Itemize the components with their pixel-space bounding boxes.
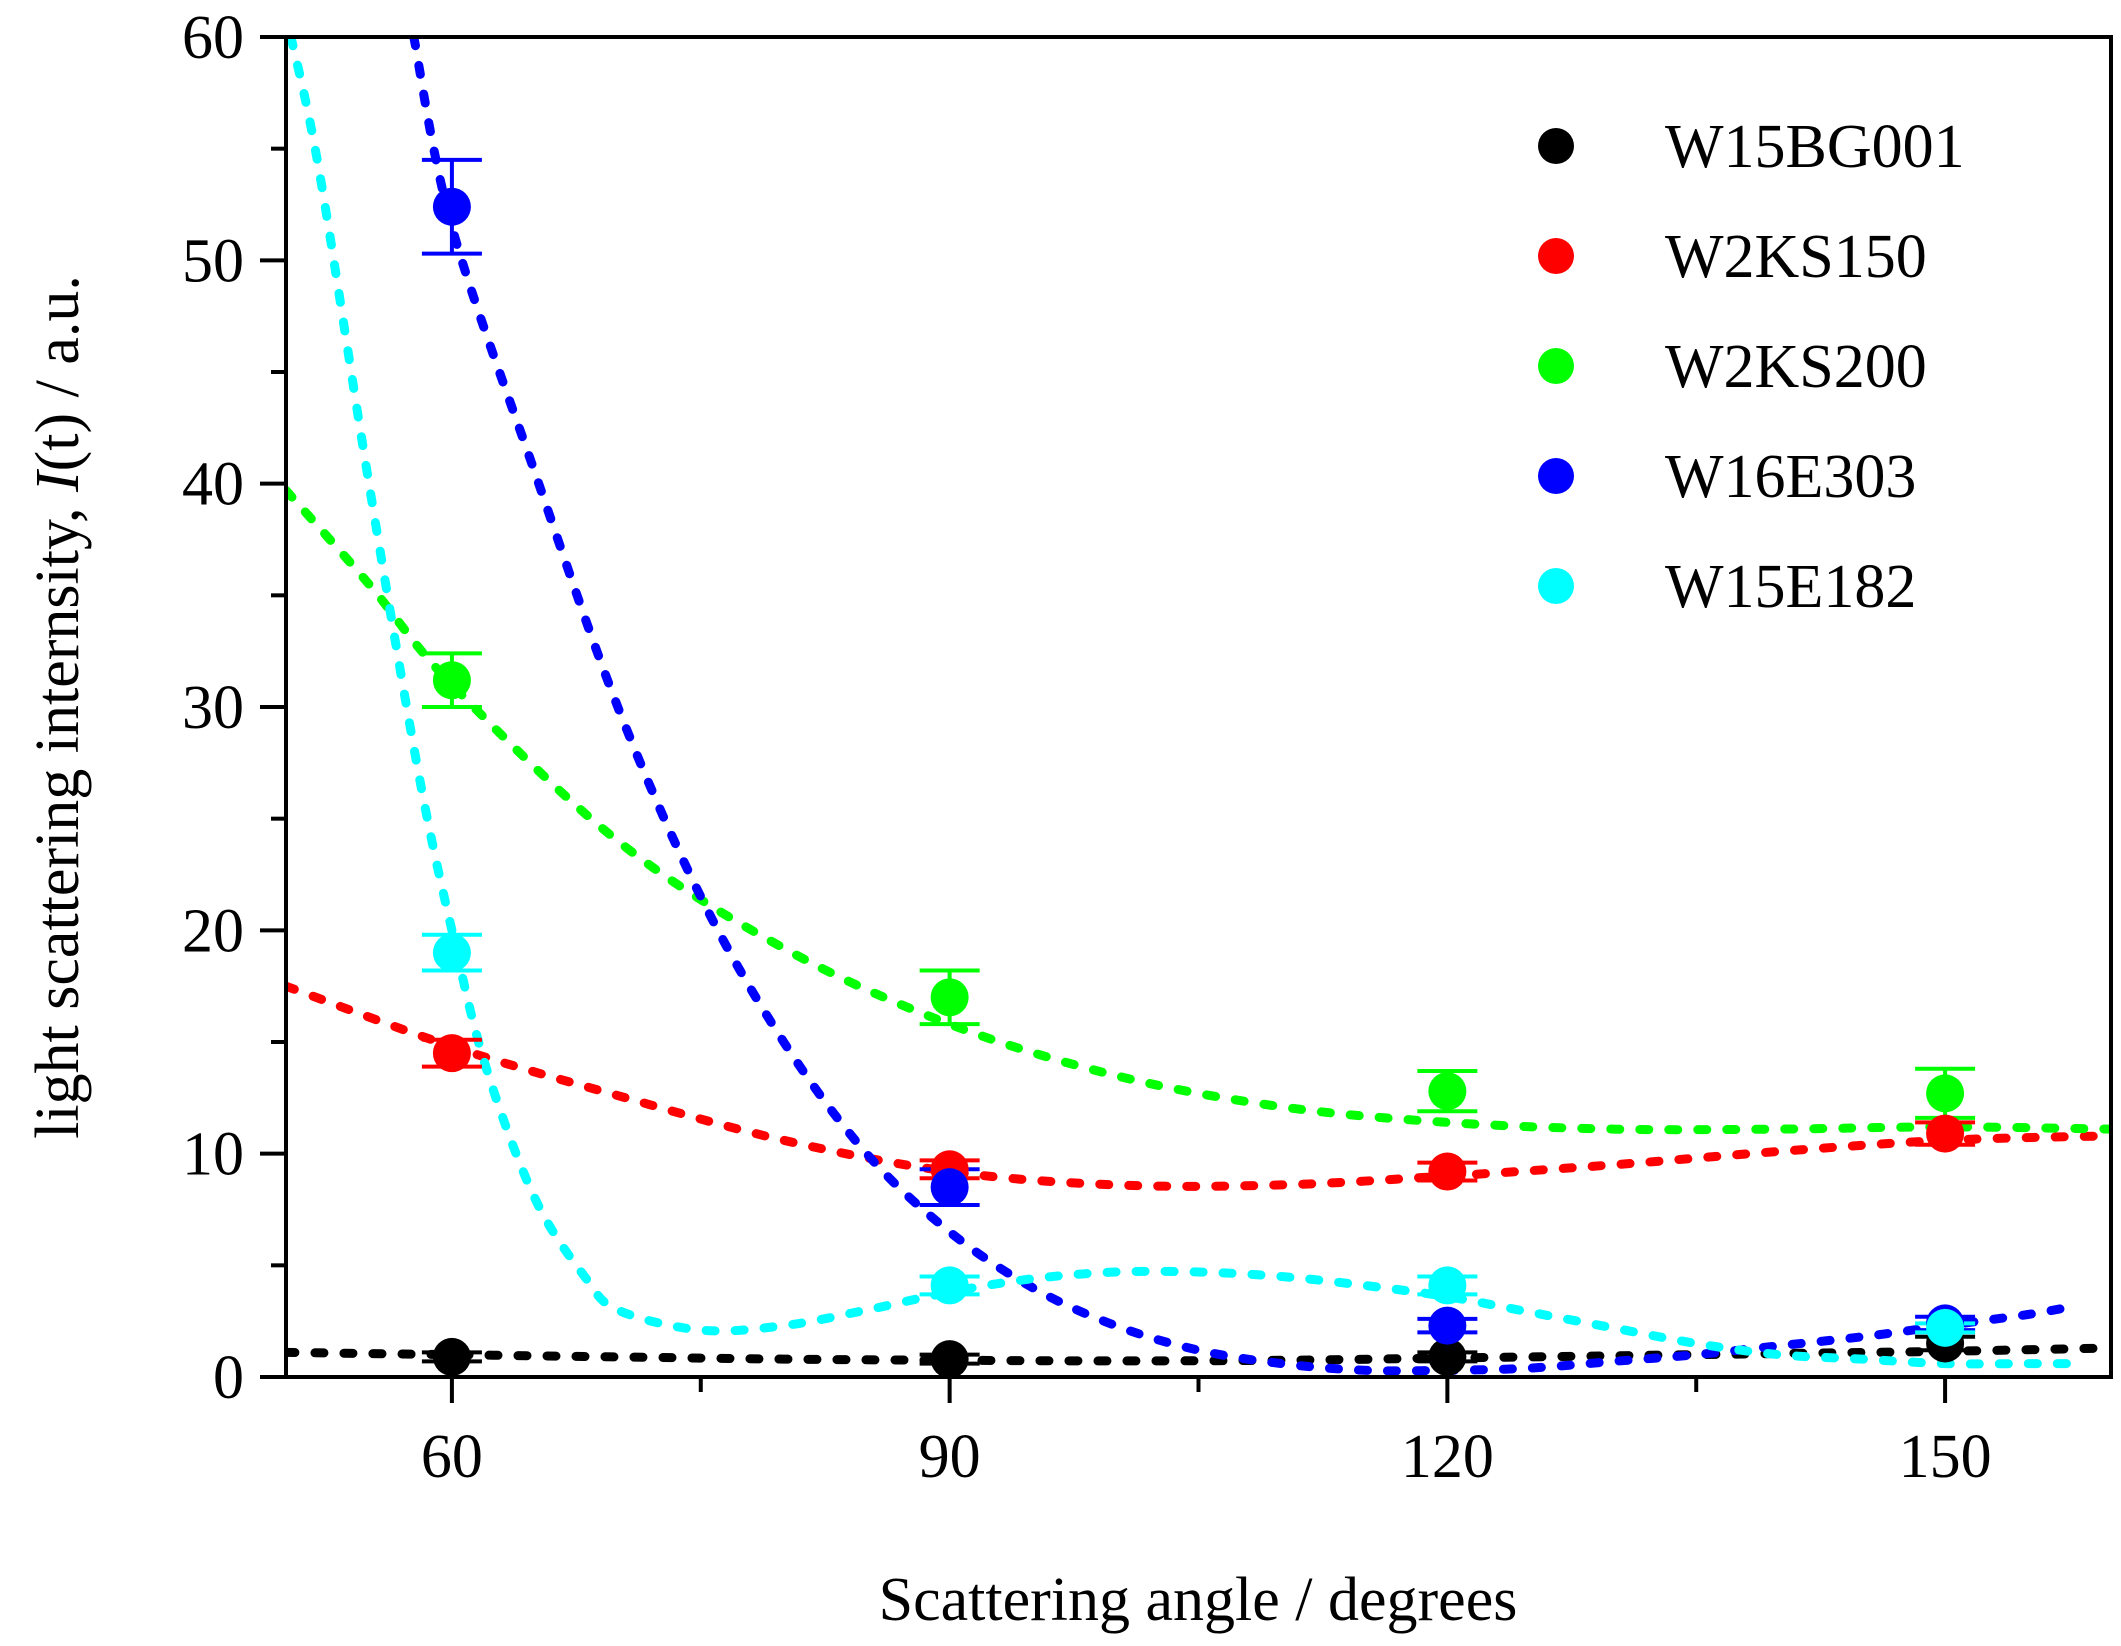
point-w2ks200-150 — [1926, 1074, 1965, 1113]
point-w16e303-90 — [930, 1168, 969, 1207]
point-w2ks150-60 — [432, 1034, 471, 1073]
x-tick-label: 150 — [1899, 1423, 1992, 1491]
y-axis-title-suffix: (t) / a.u. — [24, 275, 92, 471]
y-tick-label: 30 — [182, 674, 244, 742]
fit-curve-w16e303 — [409, 37, 2083, 1376]
y-tick-label: 60 — [182, 4, 244, 72]
point-w15e182-60 — [432, 933, 471, 972]
point-w16e303-120 — [1428, 1306, 1467, 1345]
point-w2ks150-150 — [1926, 1114, 1965, 1153]
fit-curve-w2ks200 — [286, 485, 2111, 1135]
data-points — [432, 187, 1965, 1379]
y-axis: 0 10 20 30 40 50 60 — [182, 4, 286, 1412]
x-tick-label: 120 — [1401, 1423, 1494, 1491]
legend-item-w15bg001: W15BG001 — [1538, 113, 1965, 181]
legend-label-w16e303: W16E303 — [1665, 443, 1916, 511]
legend-item-w15e182: W15E182 — [1538, 553, 1916, 621]
legend: W15BG001 W2KS150 W2KS200 W16E303 W15E182 — [1538, 113, 1965, 621]
fit-curve-w15e182 — [286, 37, 2083, 1369]
legend-marker-w2ks150 — [1538, 238, 1574, 274]
y-axis-title-italic: I — [24, 468, 92, 493]
legend-item-w16e303: W16E303 — [1538, 443, 1916, 511]
y-tick-label: 50 — [182, 227, 244, 295]
point-w15e182-120 — [1428, 1266, 1467, 1305]
fit-curve-w2ks150 — [286, 981, 2111, 1191]
y-axis-title-prefix: light scattering internsity, — [24, 492, 92, 1139]
legend-marker-w15bg001 — [1538, 128, 1574, 164]
point-w2ks150-120 — [1428, 1152, 1467, 1191]
y-tick-label: 40 — [182, 451, 244, 519]
x-axis: 60 90 120 150 — [421, 1377, 1992, 1491]
x-tick-label: 90 — [919, 1423, 981, 1491]
legend-marker-w16e303 — [1538, 458, 1574, 494]
x-axis-title: Scattering angle / degrees — [879, 1566, 1518, 1634]
point-w15e182-150 — [1926, 1308, 1965, 1347]
point-w15bg001-60 — [432, 1337, 471, 1376]
y-tick-label: 20 — [182, 897, 244, 965]
point-w15bg001-90 — [930, 1340, 969, 1379]
x-tick-label: 60 — [421, 1423, 483, 1491]
y-tick-label: 0 — [213, 1344, 244, 1412]
point-w2ks200-90 — [930, 978, 969, 1017]
legend-label-w2ks150: W2KS150 — [1665, 223, 1927, 291]
y-axis-title: light scattering internsity, I(t) / a.u. — [24, 275, 92, 1139]
legend-label-w15e182: W15E182 — [1665, 553, 1916, 621]
legend-marker-w15e182 — [1538, 568, 1574, 604]
point-w15bg001-120 — [1428, 1337, 1467, 1376]
legend-item-w2ks150: W2KS150 — [1538, 223, 1927, 291]
y-tick-label: 10 — [182, 1121, 244, 1189]
fit-curves — [286, 37, 2111, 1376]
legend-label-w2ks200: W2KS200 — [1665, 333, 1927, 401]
point-w16e303-60 — [432, 187, 471, 226]
point-w15e182-90 — [930, 1266, 969, 1305]
point-w2ks200-60 — [432, 661, 471, 700]
legend-label-w15bg001: W15BG001 — [1665, 113, 1965, 181]
point-w2ks200-120 — [1428, 1072, 1467, 1111]
legend-marker-w2ks200 — [1538, 348, 1574, 384]
legend-item-w2ks200: W2KS200 — [1538, 333, 1927, 401]
